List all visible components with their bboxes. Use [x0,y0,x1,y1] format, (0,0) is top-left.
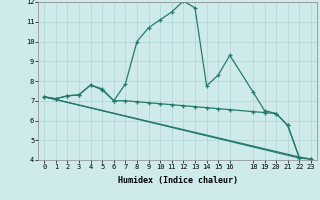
X-axis label: Humidex (Indice chaleur): Humidex (Indice chaleur) [118,176,238,185]
